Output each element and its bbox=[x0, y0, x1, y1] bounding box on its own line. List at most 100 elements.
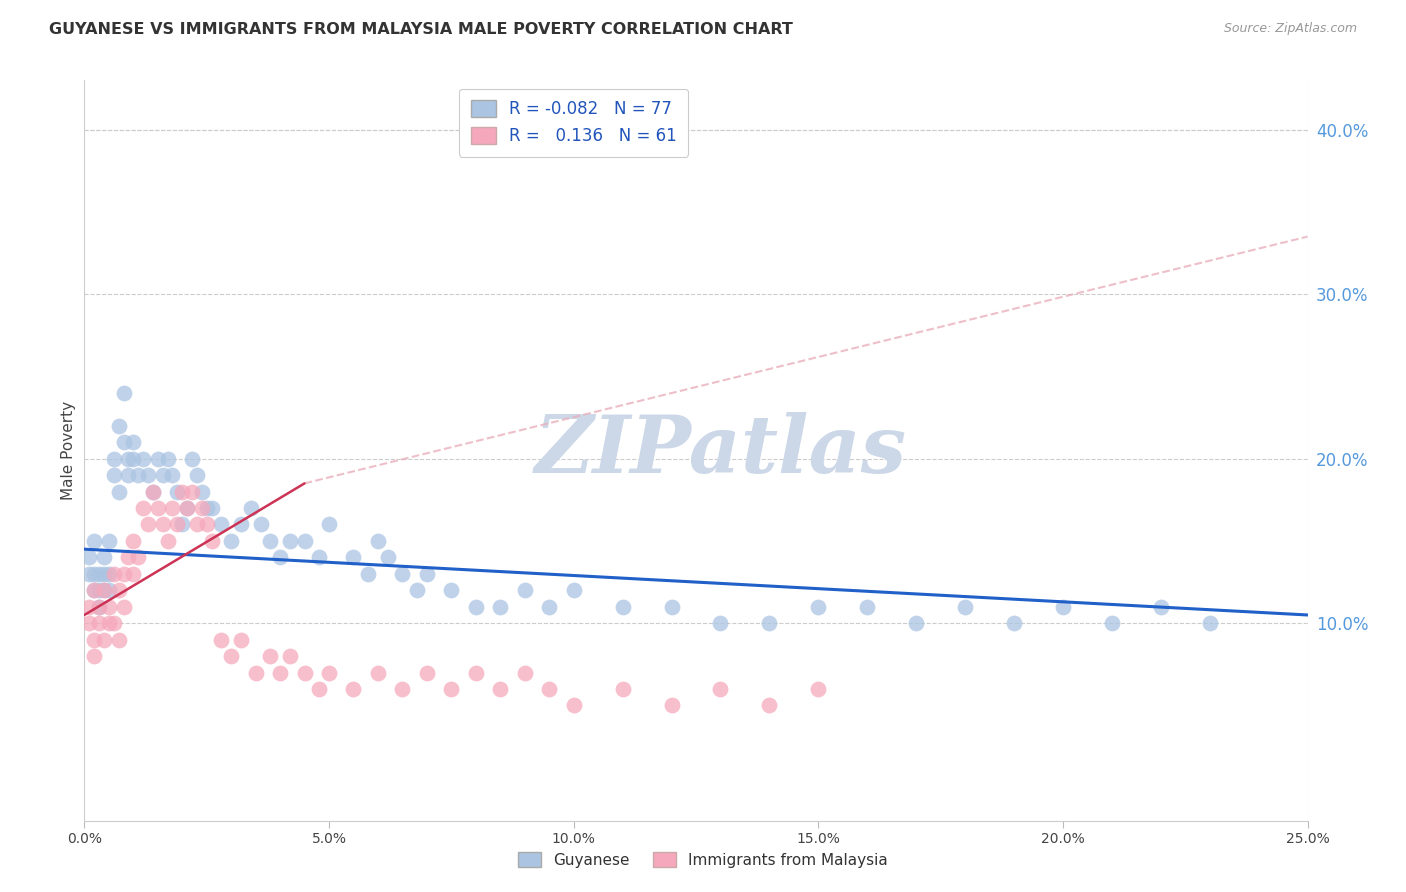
Point bbox=[661, 698, 683, 713]
Point bbox=[166, 484, 188, 499]
Point bbox=[117, 550, 139, 565]
Point bbox=[93, 566, 115, 581]
Point bbox=[1198, 616, 1220, 631]
Point bbox=[87, 566, 110, 581]
Point bbox=[77, 566, 100, 581]
Point bbox=[142, 484, 165, 499]
Point bbox=[377, 550, 399, 565]
Point bbox=[176, 501, 198, 516]
Point bbox=[77, 616, 100, 631]
Point bbox=[97, 599, 120, 614]
Point bbox=[709, 681, 731, 696]
Point bbox=[181, 484, 204, 499]
Point bbox=[278, 649, 301, 664]
Point bbox=[229, 632, 252, 647]
Point bbox=[87, 599, 110, 614]
Point bbox=[132, 501, 155, 516]
Point bbox=[107, 632, 129, 647]
Point bbox=[162, 468, 184, 483]
Point bbox=[318, 517, 340, 532]
Point bbox=[308, 681, 330, 696]
Point bbox=[97, 566, 120, 581]
Point bbox=[117, 468, 139, 483]
Point bbox=[122, 451, 145, 466]
Point bbox=[612, 681, 634, 696]
Text: ZIPatlas: ZIPatlas bbox=[534, 412, 907, 489]
Point bbox=[77, 550, 100, 565]
Point bbox=[156, 451, 179, 466]
Point bbox=[259, 533, 281, 548]
Point bbox=[807, 681, 830, 696]
Point bbox=[195, 517, 218, 532]
Point bbox=[209, 632, 232, 647]
Point bbox=[905, 616, 928, 631]
Point bbox=[97, 616, 120, 631]
Point bbox=[107, 418, 129, 433]
Point bbox=[142, 484, 165, 499]
Point bbox=[195, 501, 218, 516]
Point bbox=[186, 468, 208, 483]
Point bbox=[513, 665, 536, 680]
Point bbox=[342, 681, 364, 696]
Point bbox=[93, 632, 115, 647]
Point bbox=[127, 550, 149, 565]
Point bbox=[83, 583, 105, 598]
Point bbox=[464, 599, 486, 614]
Point bbox=[83, 533, 105, 548]
Point bbox=[146, 451, 169, 466]
Point bbox=[245, 665, 267, 680]
Point bbox=[807, 599, 830, 614]
Point bbox=[112, 566, 135, 581]
Point bbox=[391, 681, 413, 696]
Point bbox=[562, 698, 585, 713]
Point bbox=[93, 583, 115, 598]
Point bbox=[83, 566, 105, 581]
Point bbox=[538, 681, 561, 696]
Point bbox=[219, 533, 242, 548]
Point bbox=[152, 468, 174, 483]
Point bbox=[156, 533, 179, 548]
Point bbox=[489, 599, 512, 614]
Point bbox=[122, 533, 145, 548]
Point bbox=[87, 583, 110, 598]
Point bbox=[269, 665, 291, 680]
Point bbox=[122, 566, 145, 581]
Point bbox=[269, 550, 291, 565]
Point bbox=[249, 517, 271, 532]
Point bbox=[152, 517, 174, 532]
Point bbox=[709, 616, 731, 631]
Point bbox=[661, 599, 683, 614]
Point bbox=[294, 533, 316, 548]
Point bbox=[136, 468, 159, 483]
Point bbox=[1052, 599, 1074, 614]
Point bbox=[112, 599, 135, 614]
Point bbox=[294, 665, 316, 680]
Point bbox=[107, 583, 129, 598]
Point bbox=[176, 501, 198, 516]
Point bbox=[87, 599, 110, 614]
Point bbox=[464, 665, 486, 680]
Point bbox=[440, 681, 463, 696]
Point bbox=[191, 501, 214, 516]
Point bbox=[367, 533, 389, 548]
Point bbox=[856, 599, 879, 614]
Point bbox=[391, 566, 413, 581]
Point bbox=[440, 583, 463, 598]
Point bbox=[83, 649, 105, 664]
Point bbox=[406, 583, 429, 598]
Point bbox=[612, 599, 634, 614]
Point bbox=[172, 517, 194, 532]
Point bbox=[103, 468, 125, 483]
Point bbox=[416, 566, 439, 581]
Text: Source: ZipAtlas.com: Source: ZipAtlas.com bbox=[1223, 22, 1357, 36]
Point bbox=[181, 451, 204, 466]
Point bbox=[191, 484, 214, 499]
Point bbox=[758, 698, 780, 713]
Point bbox=[93, 583, 115, 598]
Point bbox=[112, 385, 135, 400]
Point bbox=[83, 632, 105, 647]
Point bbox=[162, 501, 184, 516]
Point bbox=[97, 533, 120, 548]
Point bbox=[132, 451, 155, 466]
Point bbox=[166, 517, 188, 532]
